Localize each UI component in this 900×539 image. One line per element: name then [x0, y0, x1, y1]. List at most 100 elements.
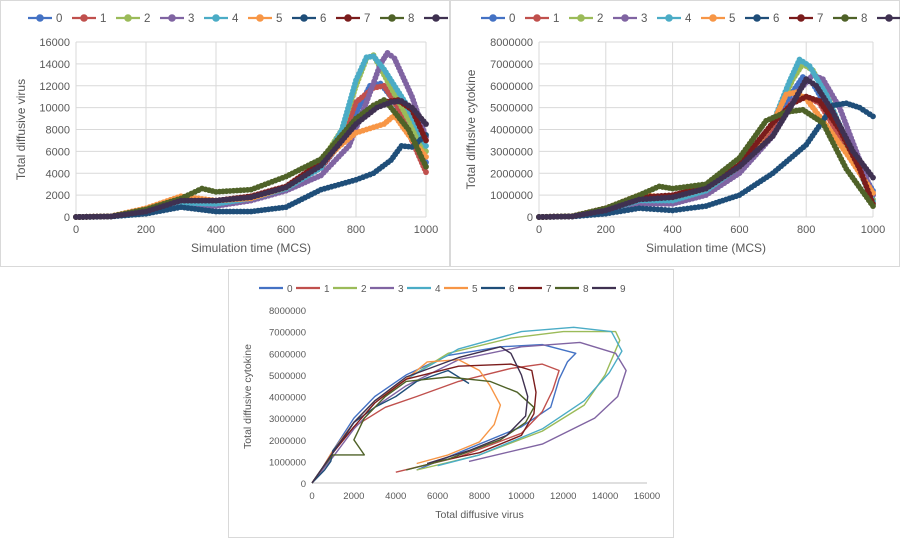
legend-item-4[interactable]: 4: [407, 284, 441, 295]
x-tick-label: 800: [797, 224, 815, 236]
series-point-7: [423, 137, 429, 144]
legend-item-4[interactable]: 4: [657, 13, 692, 25]
series-line-3: [311, 341, 627, 484]
x-tick-label: 12000: [550, 491, 576, 502]
legend-item-9[interactable]: 9: [877, 13, 900, 25]
x-tick-label: 4000: [385, 491, 406, 502]
legend-swatch-marker: [489, 14, 497, 22]
y-tick-label: 8000000: [269, 306, 306, 317]
legend-swatch-marker: [797, 14, 805, 22]
legend-swatch-marker: [36, 14, 44, 22]
series-point-1: [423, 169, 429, 176]
chart-panel-virus-time: 0 2000 4000 6000 8000 10000 12000 14000 16000 0 20…: [0, 0, 450, 267]
legend-item-5[interactable]: 5: [444, 284, 478, 295]
legend-item-6[interactable]: 6: [292, 13, 326, 25]
legend-label: 3: [641, 13, 647, 25]
legend-swatch-marker: [621, 14, 629, 22]
legend-label: 5: [276, 13, 282, 25]
legend-swatch-marker: [753, 14, 761, 22]
y-tick-label: 2000000: [269, 436, 306, 447]
legend-item-6[interactable]: 6: [745, 13, 779, 25]
legend-item-7[interactable]: 7: [518, 284, 552, 295]
legend-item-0[interactable]: 0: [481, 13, 515, 25]
y-axis-title: Total diffusive cytokine: [464, 69, 478, 189]
legend-label: 4: [435, 284, 441, 295]
legend-item-8[interactable]: 8: [555, 284, 589, 295]
legend-swatch-marker: [80, 14, 88, 22]
legend-label: 0: [287, 284, 293, 295]
legend-item-9[interactable]: 9: [424, 13, 451, 25]
x-tick-label: 400: [663, 224, 681, 236]
legend-item-3[interactable]: 3: [370, 284, 404, 295]
legend-item-2[interactable]: 2: [333, 284, 367, 295]
x-tick-label: 200: [597, 224, 615, 236]
legend-item-8[interactable]: 8: [833, 13, 867, 25]
series-line-7: [538, 95, 874, 218]
x-tick-label: 400: [207, 224, 225, 236]
x-tick-label: 0: [73, 224, 79, 236]
legend-swatch-marker: [885, 14, 893, 22]
legend-swatch-marker: [344, 14, 352, 22]
legend-item-5[interactable]: 5: [701, 13, 735, 25]
legend-swatch-marker: [577, 14, 585, 22]
legend-item-7[interactable]: 7: [336, 13, 370, 25]
legend-item-2[interactable]: 2: [569, 13, 603, 25]
y-tick-label: 2000: [46, 190, 70, 202]
legend-label: 6: [509, 284, 515, 295]
x-axis-title: Simulation time (MCS): [646, 241, 766, 255]
y-tick-label: 6000000: [269, 349, 306, 360]
legend-label: 5: [729, 13, 735, 25]
y-tick-label: 8000000: [490, 37, 533, 49]
x-tick-label: 1000: [861, 224, 885, 236]
y-tick-label: 4000: [46, 168, 70, 180]
legend-label: 5: [472, 284, 478, 295]
legend-item-1[interactable]: 1: [296, 284, 330, 295]
y-tick-label: 4000000: [490, 125, 533, 137]
x-axis-title: Simulation time (MCS): [191, 241, 311, 255]
legend-item-8[interactable]: 8: [380, 13, 414, 25]
legend-item-3[interactable]: 3: [613, 13, 647, 25]
y-tick-label: 12000: [39, 81, 70, 93]
legend-item-7[interactable]: 7: [789, 13, 823, 25]
legend-swatch-marker: [841, 14, 849, 22]
legend-item-5[interactable]: 5: [248, 13, 282, 25]
series-line-6: [311, 369, 470, 484]
legend-label: 6: [773, 13, 779, 25]
legend-label: 7: [364, 13, 370, 25]
legend-item-2[interactable]: 2: [116, 13, 150, 25]
legend-swatch-marker: [709, 14, 717, 22]
y-tick-label: 1000000: [490, 190, 533, 202]
x-tick-label: 10000: [508, 491, 534, 502]
series-point-8: [423, 163, 429, 170]
legend-label: 6: [320, 13, 326, 25]
y-tick-label: 5000000: [269, 371, 306, 382]
legend-item-9[interactable]: 9: [592, 284, 626, 295]
legend-label: 3: [398, 284, 404, 295]
legend-label: 0: [509, 13, 515, 25]
legend-label: 2: [144, 13, 150, 25]
x-tick-label: 800: [347, 224, 365, 236]
legend-swatch-marker: [300, 14, 308, 22]
legend-item-6[interactable]: 6: [481, 284, 515, 295]
legend-item-4[interactable]: 4: [204, 13, 239, 25]
legend-item-0[interactable]: 0: [259, 284, 293, 295]
legend-swatch-marker: [432, 14, 440, 22]
legend-item-1[interactable]: 1: [72, 13, 106, 25]
y-tick-label: 1000000: [269, 457, 306, 468]
legend-item-0[interactable]: 0: [28, 13, 62, 25]
legend-swatch-marker: [168, 14, 176, 22]
legend-label: 2: [597, 13, 603, 25]
y-tick-label: 3000000: [269, 414, 306, 425]
x-tick-label: 8000: [469, 491, 490, 502]
legend-item-3[interactable]: 3: [160, 13, 194, 25]
y-tick-label: 0: [527, 212, 533, 224]
y-tick-label: 6000000: [490, 81, 533, 93]
legend-item-1[interactable]: 1: [525, 13, 559, 25]
series-line-1: [538, 95, 874, 218]
y-tick-label: 8000: [46, 125, 70, 137]
y-tick-label: 14000: [39, 59, 70, 71]
y-tick-label: 0: [64, 212, 70, 224]
x-tick-label: 6000: [427, 491, 448, 502]
x-tick-label: 2000: [343, 491, 364, 502]
y-axis-title: Total diffusive virus: [14, 79, 28, 180]
